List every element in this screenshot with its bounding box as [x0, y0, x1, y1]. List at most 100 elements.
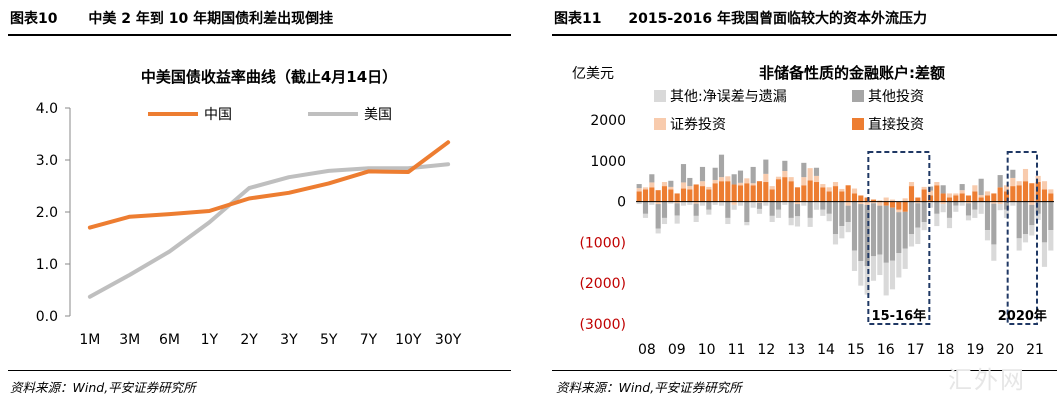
bar-segment	[839, 191, 845, 202]
bar-segment	[1022, 181, 1029, 202]
legend-label: 其他:净误差与遗漏	[670, 89, 787, 105]
left-figure-caption: 中美 2 年到 10 年期国债利差出现倒挂	[88, 11, 334, 27]
bar-segment	[832, 234, 839, 245]
bar-segment	[870, 201, 877, 204]
bar-segment	[687, 186, 693, 190]
bar-segment	[877, 201, 883, 206]
bar-segment	[965, 201, 972, 204]
bar-segment	[788, 177, 794, 182]
bar-segment	[934, 182, 940, 186]
bar-segment	[965, 195, 972, 202]
bar-segment	[813, 182, 820, 202]
bar-segment	[820, 201, 826, 210]
bar-segment	[972, 185, 978, 192]
bar-segment	[731, 201, 737, 205]
bar-segment	[921, 201, 927, 222]
x-tick-label: 6M	[159, 332, 180, 348]
bar-segment	[889, 207, 896, 261]
bar-segment	[921, 189, 927, 202]
bar-segment	[801, 185, 807, 202]
bar-segment	[1029, 201, 1035, 205]
bar-segment	[826, 187, 832, 192]
bar-segment	[953, 205, 959, 212]
bar-segment	[1022, 234, 1029, 243]
year-label: 09	[668, 342, 686, 358]
bar-segment	[927, 186, 934, 191]
bar-segment	[693, 201, 699, 204]
bar-segment	[1048, 193, 1054, 202]
bar-segment	[1041, 189, 1048, 202]
bar-segment	[699, 181, 706, 187]
bar-segment	[902, 201, 908, 212]
bar-segment	[801, 201, 807, 206]
legend-label: 证券投资	[670, 117, 726, 133]
bar-segment	[940, 204, 946, 213]
year-label: 17	[907, 342, 925, 358]
bar-segment	[699, 186, 706, 202]
year-label: 14	[817, 342, 835, 358]
bar-segment	[718, 177, 725, 182]
bar-segment	[693, 215, 699, 222]
year-label: 19	[966, 342, 984, 358]
bar-segment	[972, 191, 978, 202]
bar-segment	[1010, 177, 1016, 187]
bar-segment	[782, 177, 788, 202]
bar-segment	[845, 201, 851, 206]
bar-segment	[991, 193, 997, 202]
bar-segment	[807, 180, 813, 202]
bar-segment	[889, 260, 896, 290]
right-figure-caption: 2015-2016 年我国曾面临较大的资本外流压力	[628, 11, 927, 27]
bar-segment	[693, 203, 699, 216]
bar-segment	[1016, 238, 1022, 251]
bar-segment	[997, 175, 1003, 188]
x-tick-label: 2Y	[240, 332, 258, 348]
bar-segment	[813, 201, 820, 210]
x-tick-label: 1M	[79, 332, 100, 348]
bar-segment	[820, 187, 826, 202]
bar-segment	[661, 201, 668, 218]
bar-segment	[744, 183, 750, 202]
bar-segment	[915, 201, 921, 204]
bar-segment	[959, 190, 965, 194]
year-label: 21	[1026, 342, 1044, 358]
bar-segment	[674, 193, 680, 202]
bar-segment	[750, 185, 756, 202]
bar-segment	[889, 199, 896, 202]
legend-swatch	[654, 90, 666, 102]
bar-segment	[877, 205, 883, 255]
bar-segment	[839, 188, 845, 192]
legend-label: 中国	[204, 107, 232, 123]
bar-segment	[712, 201, 718, 205]
bar-segment	[972, 201, 978, 210]
bar-segment	[1035, 201, 1041, 214]
bar-segment	[934, 185, 940, 202]
bar-segment	[782, 160, 788, 171]
bar-segment	[908, 186, 915, 202]
y-tick-label: 2.0	[36, 205, 58, 221]
left-source-note: 资料来源：Wind,平安证券研究所	[10, 380, 196, 395]
bar-segment	[864, 266, 870, 295]
bar-segment	[744, 222, 750, 226]
bar-segment	[661, 217, 668, 225]
bar-segment	[756, 201, 763, 203]
bar-segment	[744, 178, 750, 184]
legend-label: 美国	[364, 107, 392, 123]
bar-segment	[706, 201, 712, 210]
bar-segment	[794, 216, 801, 227]
bar-segment	[826, 191, 832, 202]
bar-segment	[807, 217, 813, 227]
x-tick-label: 3Y	[280, 332, 298, 348]
bar-segment	[991, 244, 997, 261]
bar-segment	[826, 201, 832, 214]
bar-segment	[737, 182, 744, 186]
legend-label: 其他投资	[868, 89, 924, 105]
bar-segment	[775, 209, 782, 218]
bar-segment	[788, 201, 794, 218]
watermark: 汇外网	[948, 366, 1026, 394]
bar-segment	[826, 213, 832, 222]
left-yield-curve-chart: 中美国债收益率曲线（截止4月14日） 0.0 1.0 2.0 3.0 4.0 1M 3M 6M 1…	[36, 68, 462, 348]
bar-segment	[794, 187, 801, 202]
year-label: 11	[728, 342, 746, 358]
bar-segment	[763, 201, 769, 206]
bar-segment	[718, 201, 725, 206]
